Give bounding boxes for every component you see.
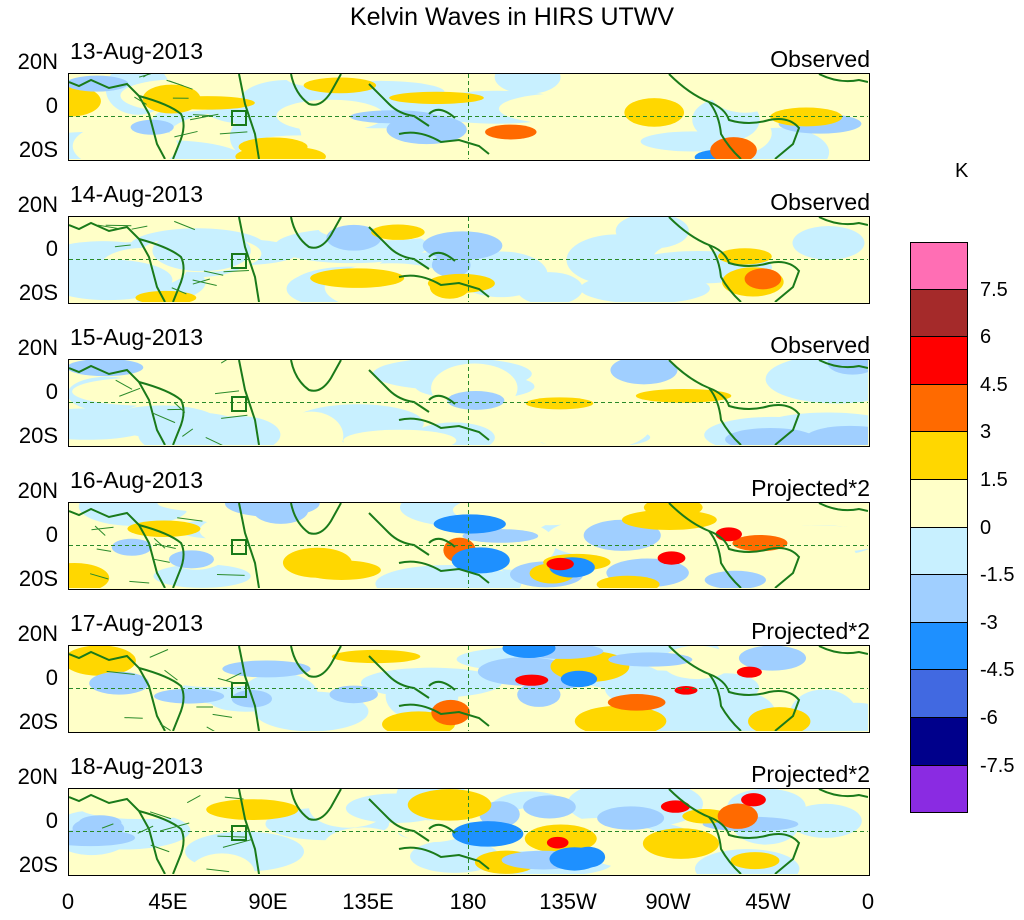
map-plot [68, 216, 870, 304]
map-plot [68, 788, 870, 876]
lat-tick-label: 20N [17, 478, 58, 503]
panel-date: 14-Aug-2013 [70, 181, 203, 207]
panel-date: 15-Aug-2013 [70, 324, 203, 350]
colorbar-swatch [910, 575, 968, 623]
colorbar-swatch [910, 670, 968, 718]
colorbar-label: -6 [980, 707, 998, 729]
panel-date: 16-Aug-2013 [70, 467, 203, 493]
colorbar-label: -1.5 [980, 564, 1015, 587]
colorbar-swatch [910, 527, 968, 576]
map-panel: 13-Aug-2013 Observed 20N 0 20S [0, 38, 1024, 184]
map-field [69, 360, 868, 445]
map-plot [68, 73, 870, 161]
map-panel: 14-Aug-2013 Observed 20N 0 20S [0, 181, 1024, 327]
lat-tick-label: 0 [45, 93, 58, 118]
colorbar [910, 242, 968, 814]
map-panel: 17-Aug-2013 Projected*2 20N 0 20S [0, 610, 1024, 756]
map-panel: 18-Aug-2013 Projected*2 20N 0 20S [0, 753, 1024, 899]
map-panel: 15-Aug-2013 Observed 20N 0 20S [0, 324, 1024, 470]
colorbar-swatch [910, 289, 968, 338]
lat-tick-label: 0 [45, 665, 58, 690]
lat-tick-label: 20N [17, 621, 58, 646]
colorbar-swatch [910, 717, 968, 766]
map-field [69, 503, 868, 588]
colorbar-swatch [910, 479, 968, 528]
lat-tick-label: 20S [18, 566, 58, 591]
map-field [69, 74, 868, 159]
map-field [69, 789, 868, 874]
x-tick-label: 45E [148, 889, 188, 914]
panel-date: 13-Aug-2013 [70, 38, 203, 64]
colorbar-label: -3 [980, 611, 998, 634]
panel-label: Projected*2 [751, 475, 870, 501]
panel-date: 18-Aug-2013 [70, 753, 203, 779]
lat-tick-label: 0 [45, 379, 58, 404]
lat-tick-label: 20N [17, 764, 58, 789]
map-plot [68, 359, 870, 447]
x-tick-label: 135E [342, 889, 394, 914]
x-tick-label: 135W [539, 889, 597, 914]
colorbar-label: 0 [980, 516, 992, 539]
colorbar-label: 3 [980, 421, 992, 444]
panel-label: Observed [770, 46, 870, 72]
x-tick-label: 0 [861, 889, 875, 914]
lat-tick-label: 20N [17, 49, 58, 74]
panel-label: Observed [770, 332, 870, 358]
panel-label: Projected*2 [751, 618, 870, 644]
lat-tick-label: 20S [18, 137, 58, 162]
lat-tick-label: 20S [18, 280, 58, 305]
colorbar-label: 7.5 [980, 278, 1008, 301]
map-field [69, 217, 868, 302]
figure-title: Kelvin Waves in HIRS UTWV [349, 3, 675, 31]
colorbar-label: 1.5 [980, 469, 1008, 491]
colorbar-swatch [910, 384, 968, 433]
x-tick-label: 90W [645, 889, 691, 914]
panel-label: Projected*2 [751, 761, 870, 787]
lat-tick-label: 20S [18, 709, 58, 734]
colorbar-swatch [910, 622, 968, 671]
colorbar-label: 4.5 [980, 373, 1008, 396]
map-plot [68, 645, 870, 733]
panel-label: Observed [770, 189, 870, 215]
lat-tick-label: 20S [18, 852, 58, 877]
colorbar-swatch [910, 432, 968, 480]
lat-tick-label: 20S [18, 423, 58, 448]
panel-date: 17-Aug-2013 [70, 610, 203, 636]
x-tick-label: 90E [248, 889, 288, 914]
colorbar-swatch [910, 765, 968, 814]
x-tick-label: 45W [745, 889, 791, 914]
lat-tick-label: 0 [45, 808, 58, 833]
x-axis: 0 45E 90E 135E 180 135W 90W 45W 0 [0, 888, 1024, 920]
x-tick-label: 180 [449, 889, 487, 914]
colorbar-unit: K [955, 160, 969, 182]
colorbar-swatch [910, 337, 968, 385]
colorbar-label: 6 [980, 326, 992, 349]
lat-tick-label: 20N [17, 192, 58, 217]
map-plot [68, 502, 870, 590]
lat-tick-label: 0 [45, 522, 58, 547]
x-tick-label: 0 [61, 889, 75, 914]
lat-tick-label: 20N [17, 335, 58, 360]
map-field [69, 646, 868, 731]
colorbar-swatch [910, 242, 968, 290]
colorbar-label: -4.5 [980, 659, 1015, 682]
map-panel: 16-Aug-2013 Projected*2 20N 0 20S [0, 467, 1024, 613]
colorbar-label: -7.5 [980, 754, 1015, 777]
lat-tick-label: 0 [45, 236, 58, 261]
